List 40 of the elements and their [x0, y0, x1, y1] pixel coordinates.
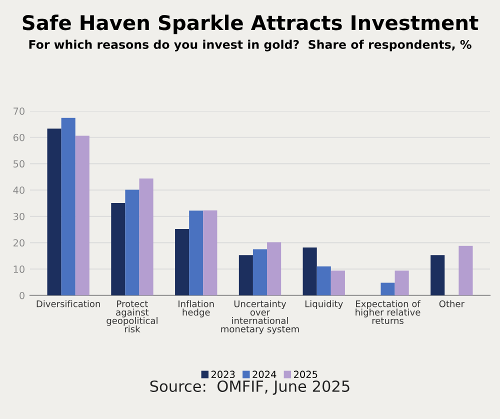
legend-label: 2025	[294, 370, 318, 378]
x-tick-label: Expectation of higher relative returns	[356, 300, 421, 324]
x-tick-label: Protect against geopolitical risk	[106, 300, 158, 332]
bar	[267, 242, 282, 296]
chart-title: Safe Haven Sparkle Attracts Investment	[22, 14, 478, 34]
y-tick-label: 50	[14, 160, 24, 168]
bar	[175, 229, 190, 296]
legend-label: 2023	[211, 370, 235, 378]
bar	[111, 202, 126, 296]
x-tick-label: Uncertainty over international monetary system	[221, 300, 299, 334]
y-tick-label: 70	[14, 108, 24, 115]
bar	[458, 246, 473, 296]
legend-label: 2024	[252, 370, 276, 378]
bar	[189, 210, 204, 296]
x-tick-label: Inflation hedge	[178, 300, 214, 318]
bar	[139, 178, 154, 296]
x-tick-label: Liquidity	[305, 300, 343, 309]
y-tick-label: 60	[13, 134, 24, 142]
bar	[75, 136, 90, 296]
x-tick-label: Other	[439, 300, 464, 308]
bar	[238, 255, 253, 296]
bar	[47, 128, 62, 296]
bar	[61, 118, 76, 296]
source-note: Source: OMFIF, June 2025	[150, 380, 350, 395]
bar	[203, 210, 218, 296]
bar	[330, 270, 345, 296]
bar	[430, 255, 445, 296]
x-tick-label: Diversification	[36, 300, 100, 308]
bar	[316, 266, 331, 296]
chart-subtitle: For which reasons do you invest in gold? Share of respondents, %	[29, 40, 472, 52]
bar	[302, 247, 317, 296]
bar	[394, 270, 409, 296]
bar	[252, 249, 268, 296]
y-tick-label: 40	[13, 186, 24, 194]
bar	[380, 282, 395, 296]
y-tick-label: 0	[20, 292, 24, 300]
bar	[125, 190, 140, 296]
y-tick-label: 10	[14, 266, 24, 273]
y-tick-label: 30	[14, 212, 24, 220]
y-tick-label: 20	[13, 239, 24, 247]
